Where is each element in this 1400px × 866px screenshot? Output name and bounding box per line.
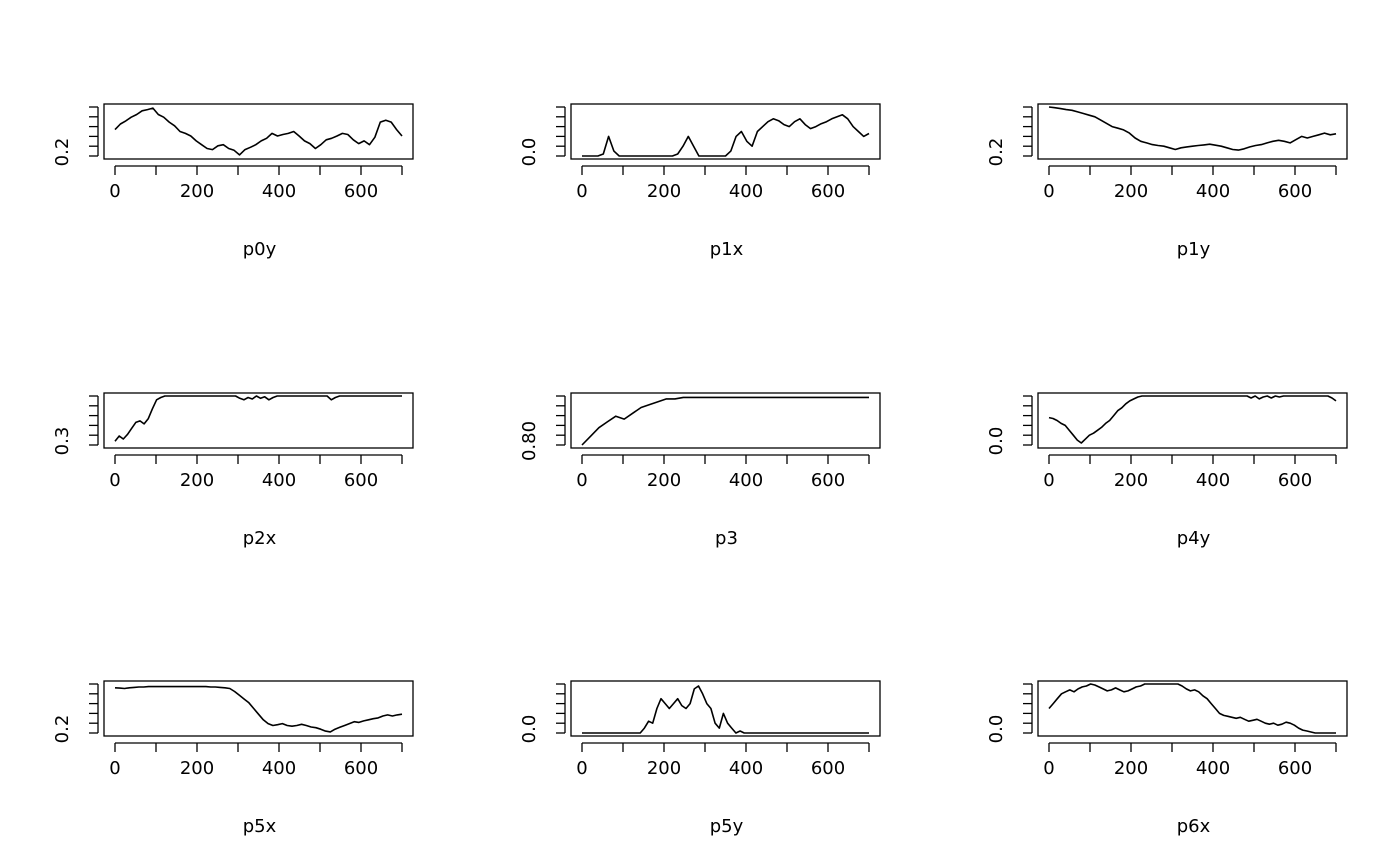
- panel-xlabel: p4y: [1177, 528, 1211, 549]
- panel-p4y: 0 200 400 600 0.0 p4y: [986, 392, 1348, 549]
- y-tick-label: 0.80: [519, 421, 540, 461]
- series-line: [1048, 106, 1337, 151]
- plot-frame: [570, 392, 881, 449]
- x-tick-label: 600: [1278, 181, 1312, 202]
- x-tick-label: 400: [1196, 758, 1230, 779]
- y-tick-label: 0.2: [52, 715, 73, 744]
- x-tick-label: 600: [344, 181, 378, 202]
- x-tick-label: 400: [729, 181, 763, 202]
- plot-frame: [103, 680, 414, 737]
- panel-p5y: 0 200 400 600 0.0 p5y: [519, 680, 881, 837]
- panel-xlabel: p3: [715, 528, 738, 549]
- panel-xlabel: p5x: [243, 816, 277, 837]
- plot-frame: [1037, 680, 1348, 737]
- panel-p1x: 0 200 400 600 0.0 p1x: [519, 103, 881, 260]
- x-tick-label: 0: [109, 181, 120, 202]
- y-tick-label: 0.3: [52, 427, 73, 456]
- panel-xlabel: p6x: [1177, 816, 1211, 837]
- x-tick-label: 0: [1043, 758, 1054, 779]
- x-tick-label: 0: [109, 470, 120, 491]
- series-line: [114, 395, 402, 442]
- panel-xlabel: p2x: [243, 528, 277, 549]
- x-tick-label: 200: [180, 758, 214, 779]
- x-tick-label: 0: [1043, 470, 1054, 491]
- plot-frame: [1037, 392, 1348, 449]
- x-tick-label: 400: [729, 758, 763, 779]
- x-tick-label: 400: [1196, 181, 1230, 202]
- panel-xlabel: p1y: [1177, 239, 1211, 260]
- x-tick-label: 400: [262, 181, 296, 202]
- series-line: [1048, 683, 1336, 734]
- x-tick-label: 600: [344, 470, 378, 491]
- x-tick-label: 200: [180, 470, 214, 491]
- x-tick-label: 200: [647, 181, 681, 202]
- plot-frame: [103, 392, 414, 449]
- series-line: [114, 107, 403, 156]
- panel-xlabel: p0y: [243, 239, 277, 260]
- x-tick-label: 200: [647, 758, 681, 779]
- plot-frame: [103, 103, 414, 160]
- x-tick-label: 0: [576, 470, 587, 491]
- x-tick-label: 600: [811, 181, 845, 202]
- x-tick-label: 600: [1278, 758, 1312, 779]
- x-tick-label: 600: [811, 470, 845, 491]
- x-tick-label: 400: [262, 470, 296, 491]
- x-tick-label: 600: [811, 758, 845, 779]
- x-tick-label: 0: [576, 181, 587, 202]
- x-tick-label: 0: [1043, 181, 1054, 202]
- panel-p1y: 0 200 400 600 0.2 p1y: [986, 103, 1348, 260]
- x-tick-label: 400: [262, 758, 296, 779]
- panel-p2x: 0 200 400 600 0.3 p2x: [52, 392, 414, 549]
- series-line: [581, 396, 869, 446]
- plot-frame: [570, 680, 881, 737]
- series-line: [582, 114, 870, 157]
- panel-xlabel: p1x: [710, 239, 744, 260]
- x-tick-label: 600: [344, 758, 378, 779]
- x-tick-label: 200: [1114, 181, 1148, 202]
- x-tick-label: 200: [180, 181, 214, 202]
- x-tick-label: 400: [729, 470, 763, 491]
- plot-frame: [1037, 103, 1348, 160]
- y-tick-label: 0.0: [519, 138, 540, 167]
- panel-p5x: 0 200 400 600 0.2 p5x: [52, 680, 414, 837]
- x-tick-label: 200: [1114, 470, 1148, 491]
- plot-frame: [570, 103, 881, 160]
- y-tick-label: 0.0: [519, 715, 540, 744]
- panel-p3: 0 200 400 600 0.80 p3: [519, 392, 881, 549]
- series-line: [1048, 395, 1337, 444]
- panel-p6x: 0 200 400 600 0.0 p6x: [986, 680, 1348, 837]
- x-tick-label: 200: [1114, 758, 1148, 779]
- x-tick-label: 0: [109, 758, 120, 779]
- x-tick-label: 600: [1278, 470, 1312, 491]
- y-tick-label: 0.2: [52, 138, 73, 167]
- series-line: [582, 685, 869, 734]
- y-tick-label: 0.0: [986, 427, 1007, 456]
- x-tick-label: 200: [647, 470, 681, 491]
- panel-p0y: 0 200 400 600 0.2 p0y: [52, 103, 414, 260]
- y-tick-label: 0.0: [986, 715, 1007, 744]
- x-tick-label: 0: [576, 758, 587, 779]
- series-line: [114, 685, 403, 733]
- x-tick-label: 400: [1196, 470, 1230, 491]
- panel-xlabel: p5y: [710, 816, 744, 837]
- y-tick-label: 0.2: [986, 138, 1007, 167]
